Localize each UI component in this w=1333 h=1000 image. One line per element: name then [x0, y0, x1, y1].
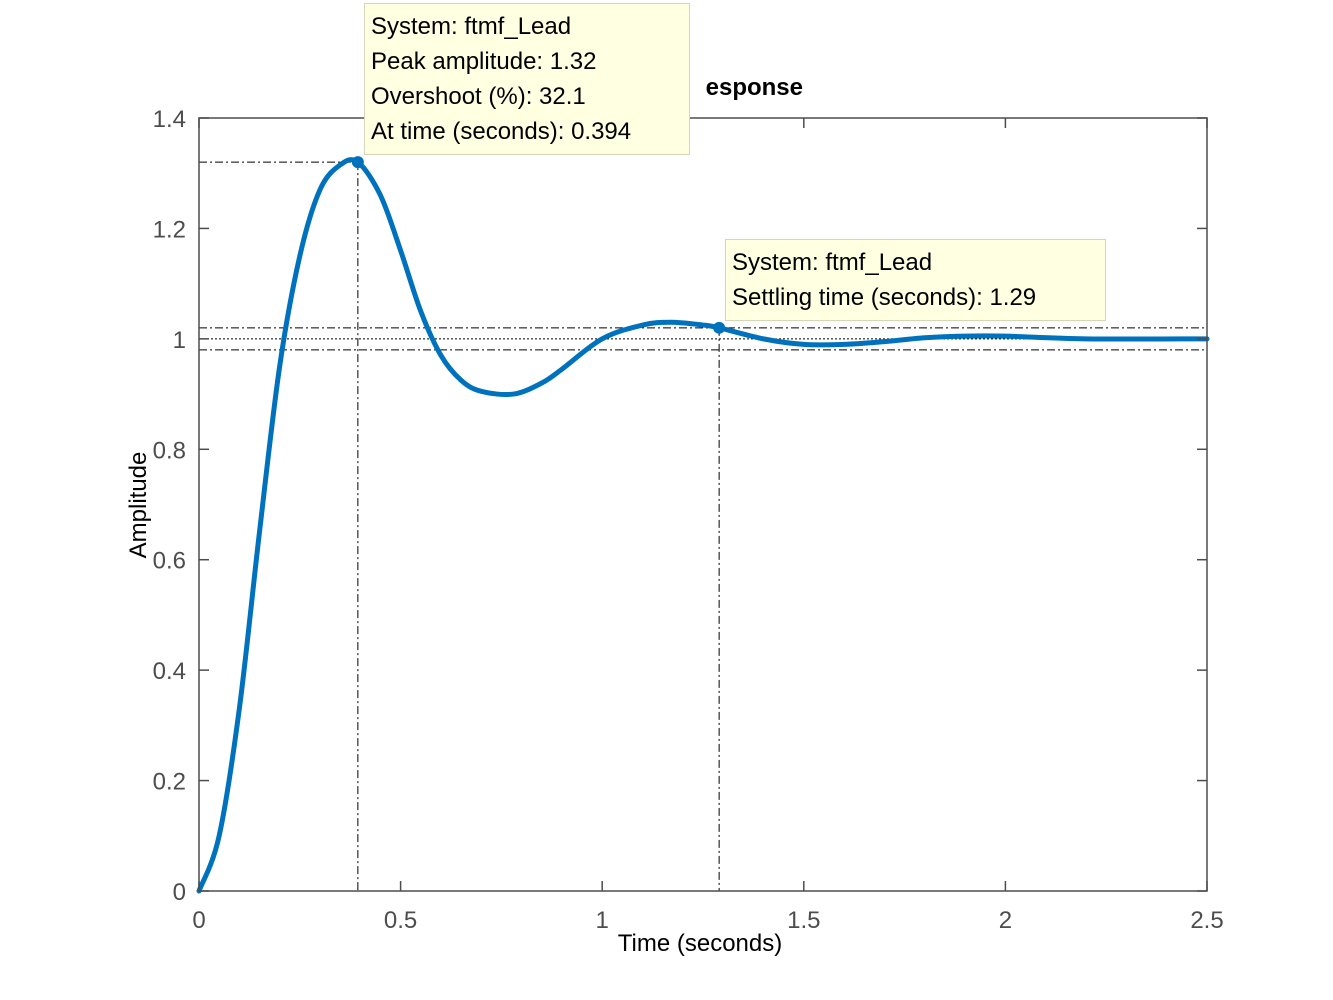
peak-datatip[interactable]: System: ftmf_Lead Peak amplitude: 1.32 O… — [364, 3, 690, 155]
peak-datatip-time: At time (seconds): 0.394 — [371, 118, 632, 145]
chart-title: esponse — [706, 74, 803, 101]
y-tick-labels: 0 0.2 0.4 0.6 0.8 1 1.2 1.4 — [153, 106, 186, 906]
axis-ticks — [198, 117, 1208, 892]
axes-box — [198, 117, 1208, 892]
peak-datatip-system: System: ftmf_Lead — [371, 13, 572, 40]
peak-datatip-overshoot: Overshoot (%): 32.1 — [371, 83, 586, 110]
x-tick-label: 0 — [192, 907, 205, 934]
y-tick-label: 0.4 — [153, 658, 186, 685]
y-tick-label: 0.2 — [153, 769, 186, 796]
x-tick-label: 1.5 — [787, 907, 820, 934]
y-tick-label: 0 — [173, 879, 186, 906]
x-tick-label: 2.5 — [1190, 907, 1223, 934]
response-curve-ftmf-lead[interactable] — [196, 157, 1210, 894]
datatip-markers — [351, 156, 726, 334]
settling-datatip-time: Settling time (seconds): 1.29 — [732, 284, 1037, 311]
settling-datatip[interactable]: System: ftmf_Lead Settling time (seconds… — [725, 239, 1106, 321]
peak-datatip-amplitude: Peak amplitude: 1.32 — [371, 48, 597, 75]
peak-marker-dot[interactable] — [351, 156, 364, 169]
plot-area — [199, 118, 1207, 891]
x-tick-labels: 0 0.5 1 1.5 2 2.5 — [192, 907, 1223, 934]
y-tick-label: 0.6 — [153, 548, 186, 575]
y-tick-label: 1 — [173, 327, 186, 354]
y-tick-label: 0.8 — [153, 437, 186, 464]
settling-marker-dot[interactable] — [713, 321, 726, 334]
y-tick-label: 1.2 — [153, 216, 186, 243]
x-tick-label: 1 — [596, 907, 609, 934]
x-tick-label: 0.5 — [384, 907, 417, 934]
y-axis-label: Amplitude — [125, 452, 152, 559]
x-tick-label: 2 — [999, 907, 1012, 934]
settling-datatip-system: System: ftmf_Lead — [732, 249, 933, 276]
x-axis-label: Time (seconds) — [618, 930, 782, 957]
y-tick-label: 1.4 — [153, 106, 186, 133]
